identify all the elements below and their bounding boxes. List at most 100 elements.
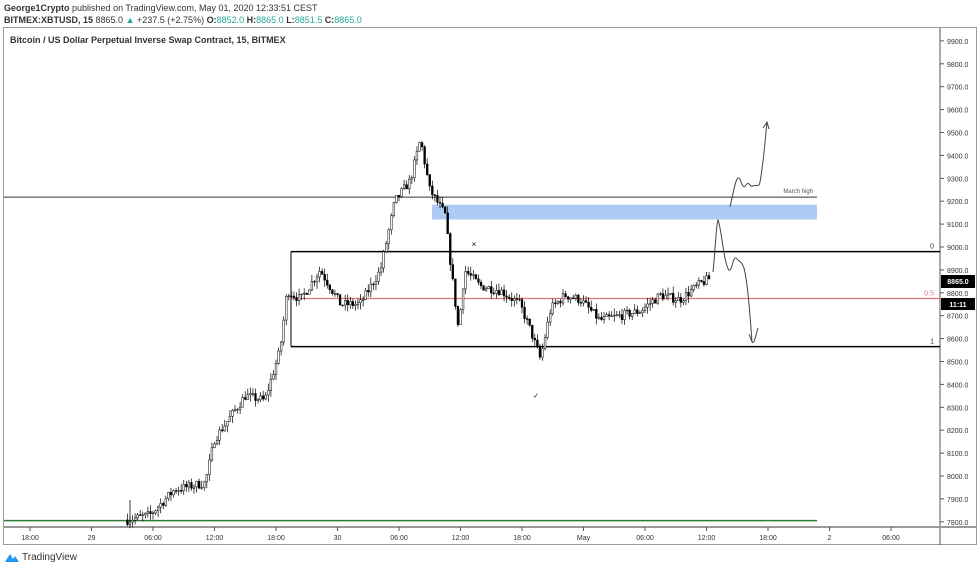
time-tick-label: 18:00 — [267, 535, 285, 542]
candle-down — [600, 316, 603, 320]
tradingview-logo[interactable]: TradingView — [4, 552, 77, 563]
candle-up — [318, 271, 321, 278]
candle-up — [682, 300, 685, 303]
candle-up — [192, 486, 196, 489]
time-tick-label: 29 — [88, 535, 96, 542]
time-tick-label: 18:00 — [513, 535, 531, 542]
candle-up — [228, 416, 232, 422]
fib-label-1: 1 — [930, 339, 934, 346]
candle-down — [554, 302, 557, 304]
last-price: 8865.0 — [95, 15, 124, 25]
candle-down — [197, 481, 201, 489]
candle-up — [415, 151, 419, 161]
candle-up — [272, 374, 275, 380]
candle-up — [131, 520, 134, 523]
candle-down — [346, 300, 349, 306]
candle-up — [287, 295, 290, 297]
candle-down — [185, 484, 188, 488]
candle-down — [446, 212, 449, 234]
time-tick-label: 2 — [828, 535, 832, 542]
candle-down — [595, 308, 598, 319]
candle-up — [392, 202, 396, 216]
candle-down — [436, 195, 439, 203]
candle-down — [672, 293, 675, 303]
time-tick-label: 12:00 — [452, 535, 470, 542]
time-tick-label: 12:00 — [206, 535, 224, 542]
candle-up — [413, 159, 416, 179]
candle-up — [154, 510, 157, 514]
time-tick-label: 12:00 — [698, 535, 716, 542]
candle-up — [226, 421, 229, 427]
candle-down — [482, 285, 485, 291]
candle-up — [592, 308, 595, 311]
candle-down — [244, 397, 247, 400]
candle-down — [505, 295, 508, 298]
candle-up — [297, 294, 301, 301]
candle-up — [159, 503, 162, 508]
candle-up — [236, 409, 239, 411]
time-tick-label: 06:00 — [144, 535, 162, 542]
high-label: H: — [246, 15, 257, 25]
candle-down — [139, 514, 142, 516]
last-price-badge — [941, 275, 975, 288]
last-price-label: 8865.0 — [947, 279, 969, 286]
candle-up — [641, 310, 644, 314]
candle-down — [577, 294, 580, 303]
candle-up — [356, 302, 360, 305]
candle-down — [169, 492, 173, 496]
price-tick-label: 9300.0 — [947, 176, 969, 183]
candle-down — [190, 482, 193, 489]
countdown-label: 11:11 — [949, 302, 966, 309]
candle-up — [141, 514, 144, 516]
price-tick-label: 7800.0 — [947, 520, 969, 527]
candle-up — [651, 299, 654, 304]
candle-down — [508, 296, 511, 299]
price-tick-label: 8800.0 — [947, 291, 969, 298]
candle-up — [308, 289, 311, 295]
x-mark: × — [472, 240, 477, 249]
candle-up — [385, 243, 388, 253]
candle-up — [349, 301, 352, 306]
candle-down — [607, 314, 611, 317]
candle-down — [254, 393, 257, 401]
time-tick-label: 06:00 — [390, 535, 408, 542]
candle-up — [689, 289, 693, 297]
open-value: 8852.0 — [216, 15, 245, 25]
low-value: 8851.5 — [294, 15, 323, 25]
candle-down — [372, 283, 375, 286]
candle-up — [551, 302, 554, 314]
candle-down — [620, 314, 624, 320]
price-tick-label: 9200.0 — [947, 199, 969, 206]
close-label: C: — [324, 15, 335, 25]
candle-down — [149, 511, 152, 514]
symbol: BITMEX:XBTUSD, 15 — [4, 15, 94, 25]
up-triangle-icon: ▲ — [125, 15, 135, 25]
candle-up — [310, 281, 314, 291]
supply-zone — [432, 204, 817, 220]
candle-up — [408, 178, 411, 190]
candle-up — [264, 394, 267, 400]
price-tick-label: 8700.0 — [947, 314, 969, 321]
march-high-label: March high — [783, 189, 813, 195]
candle-up — [684, 292, 688, 301]
price-tick-label: 8900.0 — [947, 268, 969, 275]
candle-up — [402, 184, 406, 189]
candle-down — [707, 275, 711, 280]
candle-down — [590, 306, 593, 311]
candle-up — [133, 517, 137, 521]
candle-up — [638, 312, 642, 314]
ohlc-legend: BITMEX:XBTUSD, 15 8865.0 ▲ +237.5 (+2.75… — [4, 15, 362, 25]
candle-up — [387, 229, 390, 244]
candle-up — [167, 492, 170, 499]
candle-up — [400, 188, 403, 197]
chart-frame[interactable] — [3, 27, 977, 545]
candle-down — [449, 233, 452, 265]
candle-up — [633, 309, 636, 314]
candle-up — [464, 271, 467, 290]
candle-up — [203, 481, 206, 488]
candle-down — [451, 264, 454, 280]
candle-up — [697, 280, 700, 286]
candle-down — [443, 206, 447, 214]
candle-up — [656, 293, 659, 304]
